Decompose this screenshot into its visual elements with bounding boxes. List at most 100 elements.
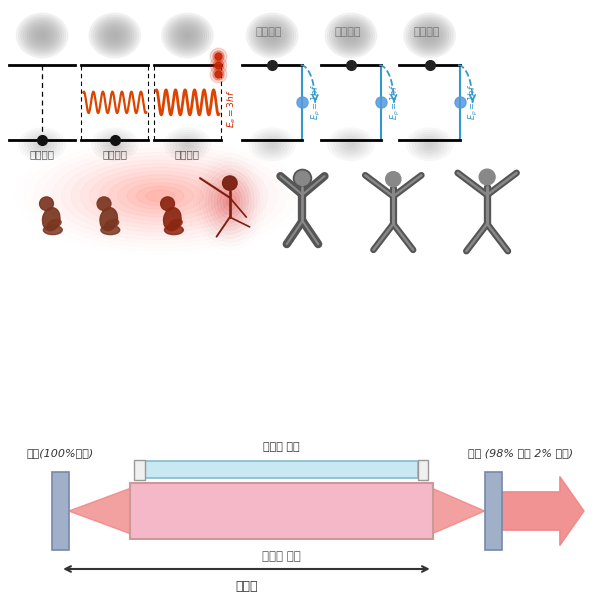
- Ellipse shape: [170, 20, 205, 50]
- Text: 바닥상태: 바닥상태: [175, 149, 200, 160]
- Ellipse shape: [170, 132, 205, 157]
- Ellipse shape: [349, 34, 353, 37]
- Ellipse shape: [97, 132, 132, 157]
- Ellipse shape: [172, 22, 202, 49]
- Ellipse shape: [106, 138, 123, 151]
- Ellipse shape: [39, 142, 45, 146]
- Ellipse shape: [345, 30, 357, 41]
- Ellipse shape: [176, 136, 199, 152]
- Ellipse shape: [270, 34, 274, 37]
- Ellipse shape: [111, 32, 119, 39]
- Ellipse shape: [415, 134, 444, 154]
- Ellipse shape: [168, 19, 207, 52]
- Ellipse shape: [336, 22, 366, 49]
- Ellipse shape: [327, 15, 375, 56]
- Ellipse shape: [342, 138, 360, 151]
- Polygon shape: [69, 488, 130, 533]
- FancyBboxPatch shape: [417, 460, 428, 480]
- Ellipse shape: [404, 13, 455, 58]
- Ellipse shape: [177, 26, 198, 45]
- FancyBboxPatch shape: [145, 461, 417, 478]
- Ellipse shape: [21, 17, 64, 54]
- Ellipse shape: [409, 130, 450, 158]
- Ellipse shape: [325, 13, 376, 58]
- Text: $E_p=1hf$: $E_p=1hf$: [310, 84, 323, 121]
- Ellipse shape: [337, 134, 365, 154]
- Ellipse shape: [338, 25, 364, 47]
- Ellipse shape: [423, 30, 436, 41]
- Ellipse shape: [179, 28, 196, 43]
- Ellipse shape: [406, 128, 453, 161]
- Ellipse shape: [268, 32, 277, 39]
- Ellipse shape: [48, 220, 61, 228]
- Ellipse shape: [249, 128, 295, 161]
- Ellipse shape: [220, 189, 240, 215]
- Ellipse shape: [35, 30, 48, 41]
- Ellipse shape: [266, 140, 278, 148]
- Ellipse shape: [415, 22, 445, 49]
- Text: 레이저 매질: 레이저 매질: [262, 550, 301, 563]
- Ellipse shape: [27, 22, 57, 49]
- Text: $E_e=3hf$: $E_e=3hf$: [225, 89, 238, 128]
- Circle shape: [97, 197, 111, 211]
- Ellipse shape: [185, 142, 191, 146]
- Ellipse shape: [31, 26, 53, 45]
- Text: 거울(100%반사): 거울(100%반사): [27, 448, 94, 458]
- Ellipse shape: [251, 17, 294, 54]
- Ellipse shape: [424, 140, 436, 148]
- Text: 들뜬상태: 들뜬상태: [413, 26, 440, 37]
- Ellipse shape: [406, 15, 453, 56]
- Ellipse shape: [334, 132, 368, 157]
- Ellipse shape: [421, 138, 438, 151]
- Ellipse shape: [169, 220, 182, 228]
- Ellipse shape: [40, 34, 44, 37]
- Ellipse shape: [89, 13, 141, 58]
- Ellipse shape: [100, 208, 117, 230]
- Ellipse shape: [164, 128, 211, 161]
- Ellipse shape: [334, 20, 368, 50]
- Ellipse shape: [332, 19, 370, 52]
- Ellipse shape: [38, 32, 46, 39]
- Ellipse shape: [428, 34, 432, 37]
- Text: 거울 (98% 반사 2% 투과): 거울 (98% 반사 2% 투과): [468, 448, 573, 458]
- Ellipse shape: [183, 32, 192, 39]
- Ellipse shape: [327, 128, 374, 161]
- Ellipse shape: [109, 140, 120, 148]
- Ellipse shape: [258, 134, 287, 154]
- Ellipse shape: [23, 19, 62, 52]
- Ellipse shape: [106, 28, 123, 43]
- Ellipse shape: [181, 140, 193, 148]
- Ellipse shape: [263, 138, 281, 151]
- Ellipse shape: [27, 134, 57, 154]
- Circle shape: [222, 176, 237, 190]
- Ellipse shape: [249, 15, 296, 56]
- Ellipse shape: [104, 26, 125, 45]
- Ellipse shape: [179, 138, 196, 151]
- Ellipse shape: [417, 25, 442, 47]
- Ellipse shape: [259, 25, 285, 47]
- Ellipse shape: [181, 30, 194, 41]
- Ellipse shape: [29, 25, 55, 47]
- Ellipse shape: [346, 32, 355, 39]
- Ellipse shape: [412, 20, 447, 50]
- Ellipse shape: [246, 13, 298, 58]
- Ellipse shape: [164, 15, 211, 56]
- Ellipse shape: [25, 20, 59, 50]
- Ellipse shape: [226, 197, 233, 207]
- Ellipse shape: [255, 20, 290, 50]
- Ellipse shape: [100, 134, 130, 154]
- Ellipse shape: [223, 193, 236, 211]
- Ellipse shape: [263, 28, 281, 43]
- Ellipse shape: [421, 28, 438, 43]
- FancyBboxPatch shape: [134, 460, 145, 480]
- Ellipse shape: [425, 32, 434, 39]
- Text: 바닥상태: 바닥상태: [102, 149, 127, 160]
- Ellipse shape: [257, 22, 287, 49]
- Ellipse shape: [167, 130, 208, 158]
- Ellipse shape: [92, 128, 138, 161]
- Ellipse shape: [162, 13, 213, 58]
- Ellipse shape: [95, 19, 134, 52]
- Ellipse shape: [339, 136, 362, 152]
- Circle shape: [386, 172, 401, 187]
- Text: $E_p=1hf$: $E_p=1hf$: [467, 84, 480, 121]
